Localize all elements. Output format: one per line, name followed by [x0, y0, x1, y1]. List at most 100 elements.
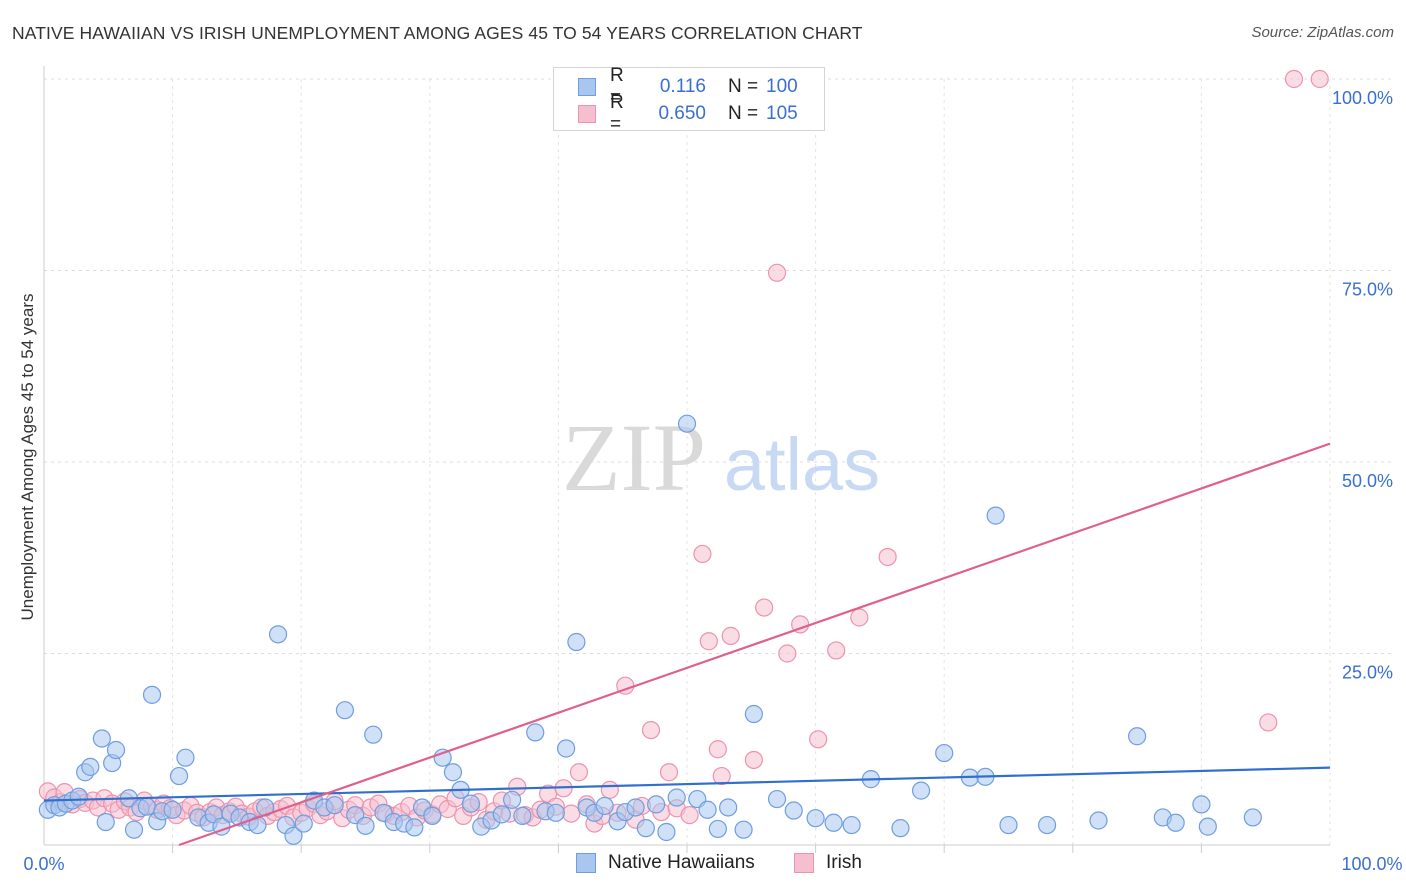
point-native-hawaiians — [294, 814, 313, 833]
trendline-native-hawaiians — [43, 766, 1331, 802]
legend-swatch-irish — [578, 105, 596, 123]
point-native-hawaiians — [657, 822, 676, 842]
point-native-hawaiians — [567, 632, 586, 652]
point-native-hawaiians — [405, 818, 424, 837]
point-native-hawaiians — [1198, 817, 1217, 836]
watermark: ZIP atlas — [562, 404, 880, 511]
point-native-hawaiians — [503, 790, 522, 809]
point-irish — [809, 730, 828, 749]
point-native-hawaiians — [806, 809, 825, 828]
point-native-hawaiians — [999, 815, 1018, 835]
point-irish — [569, 763, 589, 782]
x-tick-label-max: 100.0% — [1341, 854, 1402, 874]
point-native-hawaiians — [784, 801, 803, 820]
point-native-hawaiians — [81, 757, 100, 776]
legend-item-irish: Irish — [794, 852, 862, 874]
point-native-hawaiians — [169, 766, 189, 786]
trendline-irish — [178, 442, 1331, 847]
series-legend: Native Hawaiians Irish — [0, 852, 1406, 876]
point-irish — [850, 608, 869, 627]
point-native-hawaiians — [677, 414, 697, 433]
point-native-hawaiians — [142, 685, 162, 704]
point-native-hawaiians — [526, 723, 545, 742]
x-tick-label-min: 0.0% — [23, 854, 64, 874]
point-irish — [755, 598, 774, 617]
point-irish — [562, 804, 581, 823]
y-tick-label: 100.0% — [1332, 88, 1393, 108]
point-native-hawaiians — [1089, 811, 1108, 830]
point-irish — [641, 720, 661, 740]
legend-n-label: N = — [728, 76, 759, 97]
point-irish — [778, 644, 797, 663]
legend-n-value-irish: 105 — [766, 103, 798, 124]
point-native-hawaiians — [92, 729, 111, 748]
legend-item-native-hawaiians: Native Hawaiians — [576, 852, 755, 874]
legend-r-label: R = — [610, 92, 624, 135]
point-irish — [721, 626, 740, 645]
point-native-hawaiians — [461, 794, 481, 813]
point-native-hawaiians — [513, 806, 532, 825]
point-native-hawaiians — [443, 763, 463, 782]
point-native-hawaiians — [734, 820, 753, 839]
point-native-hawaiians — [325, 796, 344, 815]
point-native-hawaiians — [824, 813, 843, 832]
point-native-hawaiians — [891, 819, 910, 838]
point-native-hawaiians — [106, 740, 126, 760]
legend-n-value-native-hawaiians: 100 — [766, 76, 798, 97]
point-native-hawaiians — [356, 816, 375, 835]
point-native-hawaiians — [626, 798, 645, 817]
point-native-hawaiians — [364, 725, 383, 744]
point-irish — [744, 750, 763, 770]
point-native-hawaiians — [124, 820, 144, 839]
point-native-hawaiians — [842, 815, 861, 835]
point-native-hawaiians — [284, 826, 303, 845]
point-native-hawaiians — [335, 701, 355, 720]
point-irish — [699, 632, 718, 651]
legend-r-value-irish: 0.650 — [658, 103, 706, 124]
y-axis-label: Unemployment Among Ages 45 to 54 years — [18, 293, 37, 621]
point-irish — [712, 766, 731, 786]
point-native-hawaiians — [546, 803, 565, 822]
point-irish — [1284, 69, 1304, 89]
legend-r-value-native-hawaiians: 0.116 — [659, 76, 706, 97]
point-native-hawaiians — [137, 797, 156, 816]
trendlines — [43, 442, 1331, 847]
series-native-hawaiians — [38, 414, 1262, 845]
point-native-hawaiians — [1192, 795, 1211, 814]
y-tick-label: 50.0% — [1342, 471, 1393, 491]
point-irish — [767, 263, 787, 282]
point-irish — [600, 780, 619, 799]
point-native-hawaiians — [636, 819, 655, 838]
point-native-hawaiians — [1166, 813, 1185, 832]
point-native-hawaiians — [163, 800, 182, 819]
tick-labels: 25.0% 50.0% 75.0% 100.0% 0.0% 100.0% — [23, 88, 1402, 874]
point-irish — [659, 763, 679, 782]
correlation-legend: R = 0.116 N = 100 R = 0.650 N = 105 — [553, 65, 825, 135]
point-native-hawaiians — [911, 781, 931, 800]
point-irish — [878, 547, 897, 567]
legend-swatch-irish — [794, 853, 814, 873]
legend-row-irish: R = 0.650 N = 105 — [554, 92, 798, 135]
legend-label-native-hawaiians: Native Hawaiians — [608, 852, 755, 873]
axes — [43, 66, 1330, 853]
y-tick-label: 25.0% — [1342, 663, 1393, 683]
legend-label-irish: Irish — [826, 852, 862, 873]
point-native-hawaiians — [986, 506, 1005, 525]
legend-r-label: R = — [610, 65, 624, 108]
point-native-hawaiians — [423, 806, 442, 825]
source-label: Source: ZipAtlas.com — [1251, 24, 1394, 41]
point-irish — [1259, 713, 1278, 732]
chart-title: NATIVE HAWAIIAN VS IRISH UNEMPLOYMENT AM… — [12, 23, 863, 43]
point-native-hawaiians — [698, 800, 717, 819]
point-native-hawaiians — [96, 812, 115, 832]
point-native-hawaiians — [1243, 808, 1262, 827]
point-native-hawaiians — [935, 743, 954, 763]
point-native-hawaiians — [719, 798, 738, 817]
point-native-hawaiians — [647, 795, 666, 814]
point-native-hawaiians — [69, 787, 88, 806]
gridlines — [44, 78, 1392, 845]
legend-swatch-native-hawaiians — [576, 853, 596, 873]
point-native-hawaiians — [557, 739, 576, 758]
watermark-atlas: atlas — [724, 423, 880, 506]
